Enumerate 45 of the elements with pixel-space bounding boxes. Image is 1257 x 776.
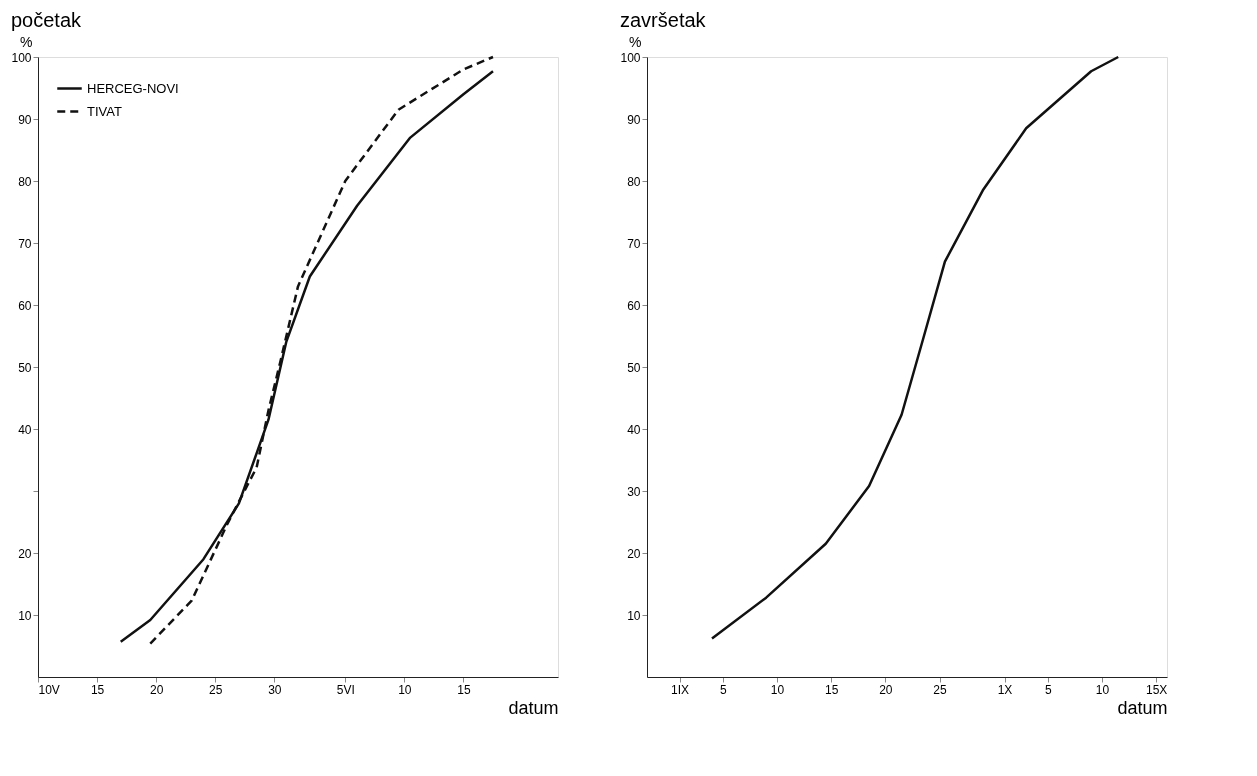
x-tick-label: 25 — [209, 682, 223, 697]
x-tick-label: 10 — [1095, 682, 1110, 697]
y-axis-title: % — [20, 33, 33, 50]
y-tick-label: 90 — [18, 112, 32, 127]
y-tick-label: 70 — [627, 236, 641, 251]
x-tick-label: 15 — [90, 682, 105, 697]
x-tick-label: 5VI — [336, 682, 355, 697]
y-tick-label: 10 — [18, 608, 32, 623]
y-tick-label: 60 — [18, 298, 32, 313]
x-tick-label: 1IX — [670, 682, 690, 697]
y-tick-label: 100 — [11, 50, 32, 65]
legend-label: HERCEG-NOVI — [87, 80, 179, 96]
y-tick-label: 20 — [627, 546, 641, 561]
y-tick-label: 90 — [627, 112, 641, 127]
y-tick-label: 20 — [18, 546, 32, 561]
y-tick-label: 80 — [627, 174, 641, 189]
x-tick-label: 15X — [1145, 682, 1168, 697]
x-tick-label: 1X — [997, 682, 1013, 697]
x-tick-label: 20 — [879, 682, 893, 697]
y-tick-label: 100 — [620, 50, 641, 65]
x-axis-title: datum — [1117, 697, 1168, 718]
x-tick-label: 20 — [150, 682, 164, 697]
x-tick-label: 10V — [38, 682, 60, 697]
y-tick-label: 40 — [627, 422, 641, 437]
y-tick-label: 40 — [18, 422, 32, 437]
y-tick-label: 10 — [627, 608, 641, 623]
y-tick-label: 30 — [627, 484, 641, 499]
chart-title: završetak — [619, 9, 707, 31]
y-tick-label: 80 — [18, 174, 32, 189]
x-tick-label: 25 — [933, 682, 947, 697]
chart-title: početak — [10, 9, 83, 31]
y-tick-label: 50 — [18, 360, 32, 375]
x-tick-label: 10 — [770, 682, 785, 697]
y-tick-label: 70 — [18, 236, 32, 251]
x-tick-label: 5 — [719, 682, 727, 697]
legend-label: TIVAT — [87, 103, 122, 119]
x-tick-label: 10 — [398, 682, 412, 697]
x-tick-label: 30 — [268, 682, 282, 697]
x-tick-label: 15 — [457, 682, 471, 697]
y-tick-label: 50 — [627, 360, 641, 375]
x-tick-label: 5 — [1044, 682, 1052, 697]
y-tick-label: 60 — [627, 298, 641, 313]
y-axis-title: % — [629, 33, 642, 50]
x-axis-title: datum — [508, 697, 559, 718]
x-tick-label: 15 — [824, 682, 839, 697]
